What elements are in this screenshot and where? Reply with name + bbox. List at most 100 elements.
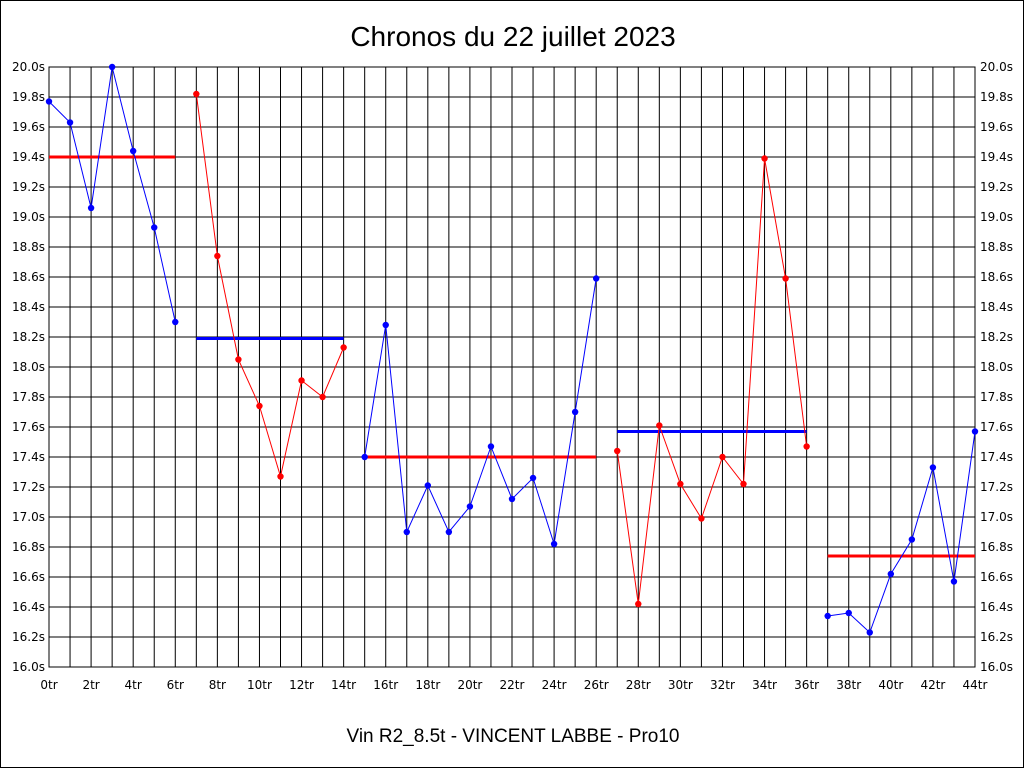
data-point bbox=[614, 447, 621, 455]
series-group bbox=[45, 63, 979, 636]
data-point bbox=[361, 453, 368, 461]
data-point bbox=[508, 495, 516, 503]
data-point bbox=[782, 275, 789, 282]
x-tick-label: 38tr bbox=[836, 678, 861, 692]
x-tick-label: 10tr bbox=[247, 678, 272, 692]
data-point bbox=[592, 275, 600, 282]
data-point bbox=[214, 252, 221, 260]
data-point bbox=[298, 377, 305, 384]
data-point bbox=[424, 482, 432, 489]
grid bbox=[48, 66, 976, 668]
data-point bbox=[740, 480, 747, 488]
x-tick-label: 30tr bbox=[668, 678, 693, 692]
data-point bbox=[761, 155, 768, 162]
chart-subtitle: Vin R2_8.5t - VINCENT LABBE - Pro10 bbox=[346, 726, 679, 747]
data-point bbox=[129, 147, 137, 155]
y-tick-label-left: 18.6s bbox=[12, 270, 45, 284]
x-tick-label: 4tr bbox=[125, 678, 142, 692]
x-tick-label: 40tr bbox=[878, 678, 903, 692]
series-line bbox=[195, 93, 345, 479]
data-point bbox=[824, 612, 831, 620]
data-point bbox=[193, 90, 200, 98]
y-tick-label-left: 16.0s bbox=[12, 660, 45, 674]
x-tick-label: 8tr bbox=[209, 678, 226, 692]
y-tick-label-left: 18.8s bbox=[12, 240, 45, 254]
data-point bbox=[866, 629, 873, 636]
y-tick-label-left: 19.0s bbox=[12, 210, 45, 224]
y-tick-label-right: 19.0s bbox=[980, 210, 1013, 224]
y-tick-label-right: 17.2s bbox=[980, 480, 1013, 494]
data-point bbox=[340, 344, 347, 351]
x-tick-label: 28tr bbox=[626, 678, 651, 692]
data-point bbox=[151, 224, 158, 231]
y-tick-label-right: 16.4s bbox=[980, 600, 1013, 614]
data-point bbox=[635, 600, 642, 608]
x-tick-label: 2tr bbox=[82, 678, 99, 692]
y-tick-label-right: 17.0s bbox=[980, 510, 1013, 524]
data-point bbox=[677, 480, 684, 488]
x-tick-label: 14tr bbox=[331, 678, 356, 692]
x-tick-label: 34tr bbox=[752, 678, 777, 692]
data-point bbox=[656, 422, 663, 429]
y-tick-label-left: 17.0s bbox=[12, 510, 45, 524]
y-tick-label-left: 16.4s bbox=[12, 600, 45, 614]
y-axis-right: 16.0s 16.2s 16.4s 16.6s 16.8s 17.0s 17.2s 17.4s… bbox=[980, 60, 1013, 674]
series-line bbox=[364, 278, 597, 545]
data-point bbox=[971, 428, 979, 435]
y-tick-label-left: 20.0s bbox=[12, 60, 45, 74]
x-tick-label: 32tr bbox=[710, 678, 735, 692]
y-tick-label-left: 18.2s bbox=[12, 330, 45, 344]
data-point bbox=[87, 204, 95, 212]
y-tick-label-left: 17.8s bbox=[12, 390, 45, 404]
data-point bbox=[45, 98, 53, 105]
data-point bbox=[887, 570, 895, 578]
data-point bbox=[319, 393, 326, 401]
x-tick-label: 22tr bbox=[500, 678, 525, 692]
data-point bbox=[403, 528, 410, 536]
x-tick-label: 6tr bbox=[167, 678, 184, 692]
data-point bbox=[108, 63, 116, 71]
y-tick-label-left: 17.4s bbox=[12, 450, 45, 464]
y-tick-label-left: 18.4s bbox=[12, 300, 45, 314]
data-point bbox=[529, 474, 537, 482]
y-tick-label-left: 16.2s bbox=[12, 630, 45, 644]
x-tick-label: 12tr bbox=[289, 678, 314, 692]
y-axis-left: 16.0s 16.2s 16.4s 16.6s 16.8s 17.0s 17.2s 17.4s… bbox=[12, 60, 45, 674]
y-tick-label-left: 17.6s bbox=[12, 420, 45, 434]
y-tick-label-right: 18.8s bbox=[980, 240, 1013, 254]
y-tick-label-left: 16.6s bbox=[12, 570, 45, 584]
data-point bbox=[172, 318, 179, 326]
y-tick-label-left: 19.2s bbox=[12, 180, 45, 194]
series-line bbox=[616, 158, 808, 605]
data-point bbox=[698, 515, 705, 522]
plot-border bbox=[48, 66, 976, 668]
data-point bbox=[466, 503, 474, 510]
y-tick-label-left: 19.6s bbox=[12, 120, 45, 134]
y-tick-label-right: 16.0s bbox=[980, 660, 1013, 674]
y-tick-label-right: 17.6s bbox=[980, 420, 1013, 434]
data-point bbox=[571, 408, 579, 416]
x-tick-label: 44tr bbox=[963, 678, 988, 692]
x-tick-label: 18tr bbox=[415, 678, 440, 692]
y-tick-label-right: 18.2s bbox=[980, 330, 1013, 344]
data-point bbox=[382, 321, 389, 329]
y-tick-label-left: 16.8s bbox=[12, 540, 45, 554]
data-point bbox=[66, 119, 74, 126]
chart-title: Chronos du 22 juillet 2023 bbox=[350, 21, 675, 52]
data-point bbox=[256, 402, 263, 410]
data-point bbox=[487, 443, 495, 450]
data-point bbox=[929, 464, 937, 471]
y-tick-label-right: 18.4s bbox=[980, 300, 1013, 314]
x-tick-label: 16tr bbox=[373, 678, 398, 692]
y-tick-label-right: 16.6s bbox=[980, 570, 1013, 584]
y-tick-label-right: 16.2s bbox=[980, 630, 1013, 644]
y-tick-label-right: 18.6s bbox=[980, 270, 1013, 284]
x-axis: 0tr 2tr 4tr 6tr 8tr 10tr 12tr 14tr 16tr 18tr 20tr 2… bbox=[40, 678, 987, 692]
y-tick-label-left: 17.2s bbox=[12, 480, 45, 494]
data-point bbox=[803, 443, 810, 450]
y-tick-label-right: 19.8s bbox=[980, 90, 1013, 104]
x-tick-label: 26tr bbox=[584, 678, 609, 692]
data-point bbox=[950, 578, 958, 585]
